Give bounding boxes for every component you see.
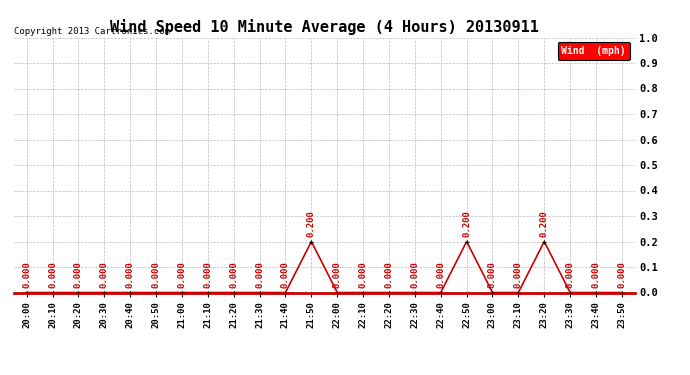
Legend: Wind  (mph): Wind (mph) (558, 42, 630, 60)
Text: 0.200: 0.200 (307, 210, 316, 237)
Text: 0.000: 0.000 (359, 261, 368, 288)
Text: 0.000: 0.000 (100, 261, 109, 288)
Text: 0.000: 0.000 (177, 261, 186, 288)
Text: 0.000: 0.000 (255, 261, 264, 288)
Text: 0.000: 0.000 (591, 261, 600, 288)
Text: 0.000: 0.000 (204, 261, 213, 288)
Text: 0.000: 0.000 (618, 261, 627, 288)
Text: 0.000: 0.000 (384, 261, 393, 288)
Text: 0.000: 0.000 (22, 261, 31, 288)
Text: 0.000: 0.000 (333, 261, 342, 288)
Text: 0.000: 0.000 (126, 261, 135, 288)
Text: 0.000: 0.000 (436, 261, 445, 288)
Title: Wind Speed 10 Minute Average (4 Hours) 20130911: Wind Speed 10 Minute Average (4 Hours) 2… (110, 19, 539, 35)
Text: 0.200: 0.200 (462, 210, 471, 237)
Text: 0.000: 0.000 (229, 261, 238, 288)
Text: 0.000: 0.000 (411, 261, 420, 288)
Text: 0.000: 0.000 (74, 261, 83, 288)
Text: 0.200: 0.200 (540, 210, 549, 237)
Text: 0.000: 0.000 (281, 261, 290, 288)
Text: 0.000: 0.000 (48, 261, 57, 288)
Text: Copyright 2013 Cartronics.com: Copyright 2013 Cartronics.com (14, 27, 170, 36)
Text: 0.000: 0.000 (566, 261, 575, 288)
Text: 0.000: 0.000 (152, 261, 161, 288)
Text: 0.000: 0.000 (488, 261, 497, 288)
Text: 0.000: 0.000 (514, 261, 523, 288)
